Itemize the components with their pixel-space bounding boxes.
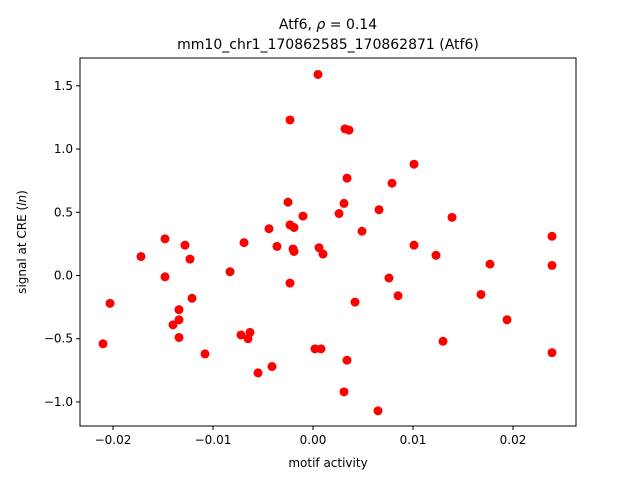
- data-point-21: [272, 241, 282, 251]
- data-point-1: [105, 298, 115, 308]
- data-point-13: [225, 267, 235, 277]
- y-tick-label: −1.0: [44, 395, 73, 409]
- data-point-34: [318, 249, 328, 259]
- y-axis-ticks: −1.0 −0.5 0.0 0.5 1.0 1.5: [44, 79, 80, 409]
- data-point-28: [289, 246, 299, 256]
- plot-area: [80, 58, 576, 426]
- data-point-47: [387, 178, 397, 188]
- x-tick-label: 0.00: [300, 433, 327, 447]
- data-point-51: [431, 250, 441, 260]
- x-tick-label: −0.01: [195, 433, 232, 447]
- data-point-3: [160, 234, 170, 244]
- data-point-58: [547, 260, 557, 270]
- data-point-59: [547, 348, 557, 358]
- data-point-48: [393, 291, 403, 301]
- data-point-31: [313, 69, 323, 79]
- data-point-25: [285, 278, 295, 288]
- data-point-22: [283, 197, 293, 207]
- chart-title-line1: Atf6, ρ = 0.14: [279, 17, 377, 33]
- data-point-46: [384, 273, 394, 283]
- data-point-41: [344, 125, 354, 135]
- data-point-37: [339, 387, 349, 397]
- data-point-2: [136, 252, 146, 262]
- data-point-7: [174, 315, 184, 325]
- data-point-35: [334, 209, 344, 219]
- data-point-36: [339, 198, 349, 208]
- data-point-54: [476, 289, 486, 299]
- data-point-14: [236, 330, 246, 340]
- data-point-29: [298, 211, 308, 221]
- data-point-17: [245, 327, 255, 337]
- data-point-56: [502, 315, 512, 325]
- data-point-53: [447, 212, 457, 222]
- data-point-50: [409, 240, 419, 250]
- data-point-43: [357, 226, 367, 236]
- data-point-10: [185, 254, 195, 264]
- data-point-44: [373, 406, 383, 416]
- data-point-15: [239, 238, 249, 248]
- data-points: [98, 69, 557, 416]
- data-point-4: [160, 272, 170, 282]
- y-tick-label: 1.5: [54, 79, 73, 93]
- data-point-49: [409, 159, 419, 169]
- data-point-42: [350, 297, 360, 307]
- data-point-45: [374, 205, 384, 215]
- data-point-9: [180, 240, 190, 250]
- data-point-27: [289, 222, 299, 232]
- data-point-5: [168, 320, 178, 330]
- y-tick-label: 0.0: [54, 269, 73, 283]
- data-point-40: [342, 355, 352, 365]
- x-tick-label: −0.02: [95, 433, 132, 447]
- data-point-0: [98, 339, 108, 349]
- data-point-19: [264, 224, 274, 234]
- data-point-20: [267, 362, 277, 372]
- data-point-18: [253, 368, 263, 378]
- x-axis-label: motif activity: [288, 456, 367, 470]
- axes-frame: [79, 57, 577, 427]
- x-tick-label: 0.01: [400, 433, 427, 447]
- data-point-57: [547, 231, 557, 241]
- x-axis-ticks: −0.02 −0.01 0.00 0.01 0.02: [95, 426, 527, 447]
- data-point-23: [285, 115, 295, 125]
- data-point-12: [200, 349, 210, 359]
- data-point-33: [316, 344, 326, 354]
- y-tick-label: 1.0: [54, 142, 73, 156]
- y-tick-label: −0.5: [44, 332, 73, 346]
- y-tick-label: 0.5: [54, 205, 73, 219]
- data-point-11: [187, 293, 197, 303]
- data-point-55: [485, 259, 495, 269]
- x-tick-label: 0.02: [500, 433, 527, 447]
- data-point-52: [438, 336, 448, 346]
- data-point-39: [342, 173, 352, 183]
- y-axis-label: signal at CRE (ln): [15, 190, 29, 294]
- data-point-8: [174, 332, 184, 342]
- chart-title-line2: mm10_chr1_170862585_170862871 (Atf6): [177, 37, 479, 53]
- data-point-6: [174, 305, 184, 315]
